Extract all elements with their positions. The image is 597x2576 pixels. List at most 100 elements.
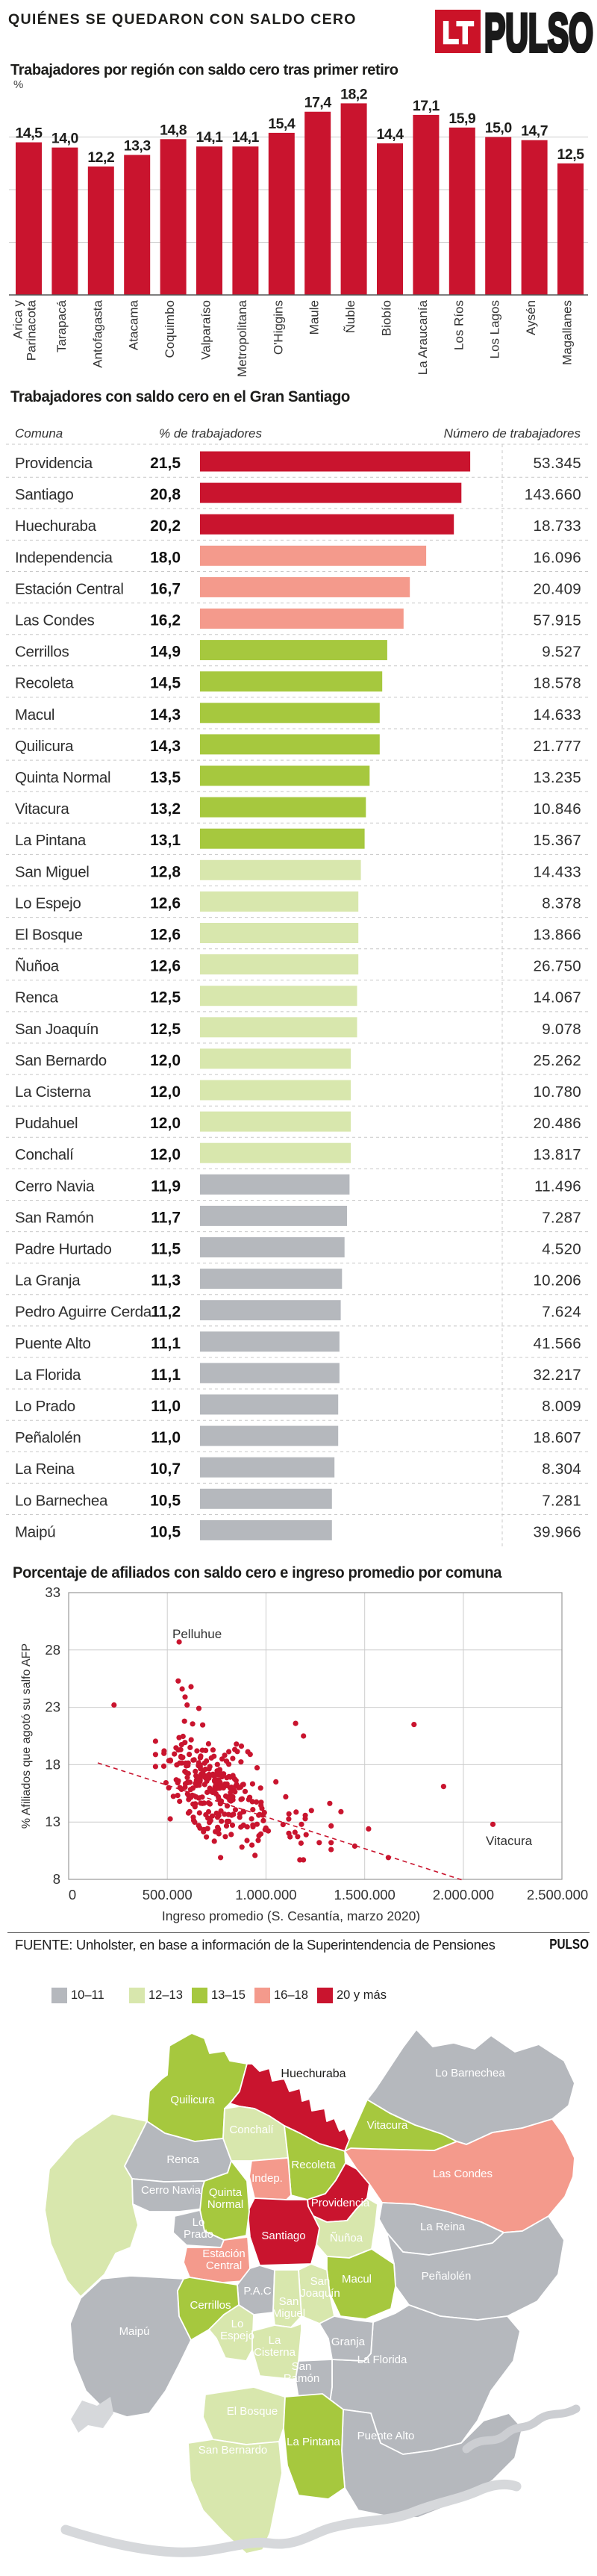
svg-text:Cisterna: Cisterna xyxy=(254,2346,296,2359)
svg-text:143.660: 143.660 xyxy=(525,486,581,503)
svg-text:Normal: Normal xyxy=(207,2198,243,2211)
svg-text:Tarapacá: Tarapacá xyxy=(54,299,69,352)
svg-text:14.433: 14.433 xyxy=(533,863,581,880)
svg-text:Miguel: Miguel xyxy=(272,2307,305,2320)
svg-text:Vitacura: Vitacura xyxy=(367,2119,408,2132)
svg-text:San Joaquín: San Joaquín xyxy=(15,1021,99,1038)
svg-text:San Miguel: San Miguel xyxy=(15,863,90,880)
svg-text:10,5: 10,5 xyxy=(150,1492,181,1509)
svg-text:Maule: Maule xyxy=(307,300,322,335)
svg-text:12,8: 12,8 xyxy=(150,863,181,880)
svg-text:20,8: 20,8 xyxy=(150,486,181,503)
svg-text:Macul: Macul xyxy=(15,706,54,724)
svg-text:12,5: 12,5 xyxy=(557,146,585,163)
svg-text:9.078: 9.078 xyxy=(542,1021,581,1038)
svg-text:0: 0 xyxy=(69,1887,76,1903)
svg-text:1.500.000: 1.500.000 xyxy=(334,1887,396,1903)
svg-text:57.915: 57.915 xyxy=(533,612,581,629)
svg-text:Conchalí: Conchalí xyxy=(229,2124,274,2136)
svg-text:Espejo: Espejo xyxy=(220,2330,254,2342)
svg-text:11,1: 11,1 xyxy=(151,1366,181,1384)
svg-text:Valparaíso: Valparaíso xyxy=(199,300,213,360)
svg-text:14,3: 14,3 xyxy=(150,738,181,755)
svg-text:La Reina: La Reina xyxy=(15,1460,75,1478)
svg-text:16.096: 16.096 xyxy=(533,549,581,566)
svg-text:Peñalolén: Peñalolén xyxy=(15,1429,81,1446)
svg-text:San Ramón: San Ramón xyxy=(15,1209,94,1226)
svg-text:Macul: Macul xyxy=(342,2273,372,2286)
svg-text:2.000.000: 2.000.000 xyxy=(433,1887,494,1903)
svg-text:13.817: 13.817 xyxy=(533,1146,581,1163)
svg-text:Estación: Estación xyxy=(202,2247,246,2260)
svg-text:Pedro Aguirre Cerda: Pedro Aguirre Cerda xyxy=(15,1304,152,1321)
svg-text:Ñuble: Ñuble xyxy=(343,300,357,333)
svg-text:La Granja: La Granja xyxy=(15,1272,81,1289)
svg-text:Las Condes: Las Condes xyxy=(433,2168,493,2180)
svg-text:Peñalolén: Peñalolén xyxy=(422,2270,472,2283)
svg-text:26.750: 26.750 xyxy=(533,958,581,975)
svg-text:Lo Espejo: Lo Espejo xyxy=(15,895,81,912)
svg-text:10.206: 10.206 xyxy=(533,1272,581,1289)
svg-text:PULSO: PULSO xyxy=(484,10,593,53)
svg-text:Los Ríos: Los Ríos xyxy=(451,300,466,350)
svg-text:Huechuraba: Huechuraba xyxy=(281,2068,346,2080)
svg-text:14,3: 14,3 xyxy=(150,706,181,724)
svg-text:Cerro Navia: Cerro Navia xyxy=(15,1177,95,1195)
svg-text:11,7: 11,7 xyxy=(151,1209,181,1226)
svg-text:Padre Hurtado: Padre Hurtado xyxy=(15,1241,111,1258)
svg-text:Los Lagos: Los Lagos xyxy=(488,300,502,358)
svg-text:33: 33 xyxy=(45,1584,60,1600)
svg-text:Cerrillos: Cerrillos xyxy=(15,644,69,661)
svg-text:Ramón: Ramón xyxy=(284,2372,319,2385)
svg-text:Prado: Prado xyxy=(184,2228,213,2241)
svg-text:Quilicura: Quilicura xyxy=(15,738,74,755)
svg-text:13,1: 13,1 xyxy=(150,832,181,849)
svg-text:13,5: 13,5 xyxy=(150,769,181,786)
svg-text:Vitacura: Vitacura xyxy=(486,1834,533,1848)
svg-text:25.262: 25.262 xyxy=(533,1052,581,1069)
svg-text:18: 18 xyxy=(45,1756,60,1772)
svg-text:Biobío: Biobío xyxy=(380,300,394,336)
svg-text:11,0: 11,0 xyxy=(151,1398,181,1415)
svg-text:Central: Central xyxy=(206,2259,242,2272)
svg-text:11,3: 11,3 xyxy=(151,1272,181,1289)
svg-text:18,2: 18,2 xyxy=(340,86,368,102)
svg-text:Puente Alto: Puente Alto xyxy=(357,2430,415,2442)
svg-text:% Afiliados que agotó su salfo: % Afiliados que agotó su salfo AFP xyxy=(20,1643,33,1829)
svg-text:12,0: 12,0 xyxy=(150,1115,181,1132)
svg-text:12,6: 12,6 xyxy=(150,895,181,912)
svg-text:13,3: 13,3 xyxy=(124,138,151,155)
svg-text:8.009: 8.009 xyxy=(542,1398,581,1415)
svg-text:20,2: 20,2 xyxy=(150,517,181,535)
svg-text:Renca: Renca xyxy=(166,2153,199,2166)
svg-text:10,7: 10,7 xyxy=(150,1460,181,1478)
svg-text:Coquimbo: Coquimbo xyxy=(163,300,177,358)
svg-text:14,5: 14,5 xyxy=(16,125,43,142)
svg-text:La: La xyxy=(269,2334,281,2347)
svg-text:P.A.C: P.A.C xyxy=(243,2285,271,2297)
svg-text:Metropolitana: Metropolitana xyxy=(235,299,249,377)
svg-text:Antofagasta: Antofagasta xyxy=(90,299,104,367)
svg-text:7.287: 7.287 xyxy=(542,1209,581,1226)
svg-text:San: San xyxy=(310,2275,331,2288)
svg-text:San: San xyxy=(292,2360,312,2373)
svg-text:12,0: 12,0 xyxy=(150,1052,181,1069)
svg-text:Huechuraba: Huechuraba xyxy=(15,517,97,535)
svg-text:Santiago: Santiago xyxy=(15,486,74,503)
svg-text:18.607: 18.607 xyxy=(533,1429,581,1446)
svg-text:Lo Barnechea: Lo Barnechea xyxy=(435,2067,505,2079)
svg-text:La Pintana: La Pintana xyxy=(15,832,87,849)
svg-text:15.367: 15.367 xyxy=(533,832,581,849)
svg-text:15,0: 15,0 xyxy=(485,120,513,137)
svg-text:17,4: 17,4 xyxy=(304,95,332,111)
svg-text:La Granja: La Granja xyxy=(316,2336,366,2348)
svg-text:8: 8 xyxy=(53,1871,60,1887)
svg-text:14,1: 14,1 xyxy=(196,129,224,146)
svg-text:39.966: 39.966 xyxy=(533,1523,581,1540)
svg-text:El Bosque: El Bosque xyxy=(15,927,83,944)
svg-text:San: San xyxy=(279,2295,299,2308)
svg-text:20.486: 20.486 xyxy=(533,1115,581,1132)
svg-text:12,0: 12,0 xyxy=(150,1083,181,1101)
svg-text:13.235: 13.235 xyxy=(533,769,581,786)
svg-text:21.777: 21.777 xyxy=(533,738,581,755)
